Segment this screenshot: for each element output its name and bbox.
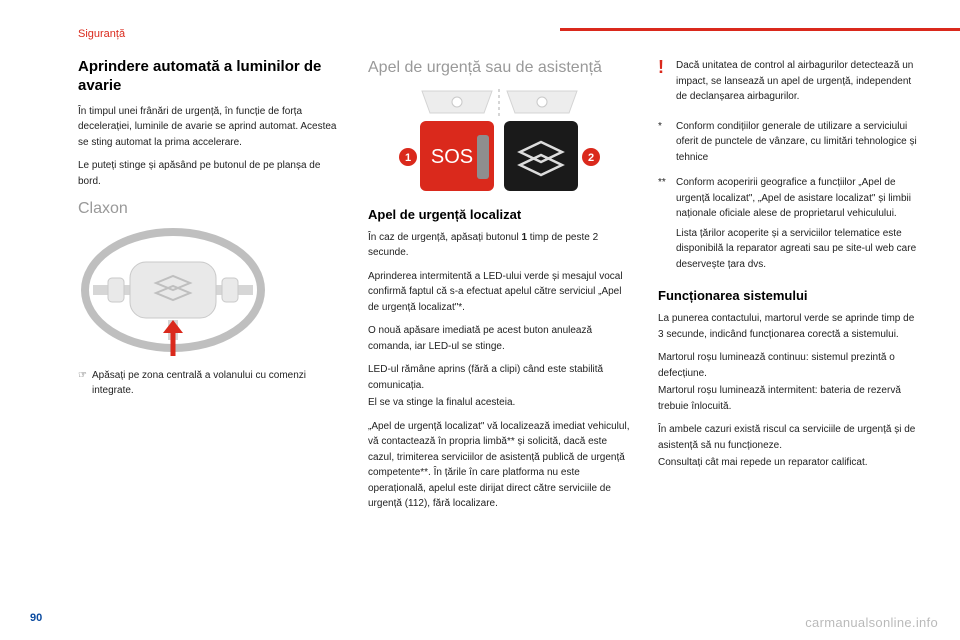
- col1-title-hazard: Aprindere automată a luminilor de avarie: [78, 58, 340, 96]
- warning-icon: !: [658, 58, 676, 105]
- watermark: carmanualsonline.info: [805, 615, 938, 630]
- col3-para-4: În ambele cazuri există riscul ca servic…: [658, 422, 920, 453]
- col1-bullet: ☞ Apăsați pe zona centrală a volanului c…: [78, 368, 340, 399]
- badge-1: 1: [404, 152, 410, 164]
- col1-para-1: În timpul unei frânări de urgență, în fu…: [78, 104, 340, 151]
- col2-para-2: Aprinderea intermitentă a LED-ului verde…: [368, 269, 630, 316]
- steering-wheel-illustration: [78, 228, 268, 358]
- sos-panel-illustration: SOS 1 2: [372, 87, 627, 197]
- column-3: ! Dacă unitatea de control al airbaguril…: [658, 58, 920, 520]
- col1-bullet-text: Apăsați pe zona centrală a volanului cu …: [92, 368, 340, 399]
- col3-para-5: Consultați cât mai repede un reparator c…: [658, 455, 920, 471]
- col2-para-5: El se va stinge la finalul acesteia.: [368, 395, 630, 411]
- footnote-2-sym: **: [658, 175, 676, 222]
- col3-title-system: Funcționarea sistemului: [658, 288, 920, 303]
- col3-para-3: Martorul roșu luminează intermitent: bat…: [658, 383, 920, 414]
- top-accent-bar: [560, 28, 960, 31]
- col2-p1-a: În caz de urgență, apăsați butonul: [368, 232, 521, 243]
- column-2: Apel de urgență sau de asistență SOS: [368, 58, 630, 520]
- col1-title-claxon: Claxon: [78, 199, 340, 220]
- pointer-icon: ☞: [78, 368, 92, 399]
- sos-label: SOS: [430, 146, 472, 168]
- footnote-1-sym: *: [658, 119, 676, 166]
- footnote-2-text2: Lista țărilor acoperite și a serviciilor…: [658, 226, 920, 273]
- col2-para-1: În caz de urgență, apăsați butonul 1 tim…: [368, 230, 630, 261]
- col2-title-emergency: Apel de urgență sau de asistență: [368, 58, 630, 79]
- badge-2: 2: [587, 152, 593, 164]
- col2-para-4: LED-ul rămâne aprins (fără a clipi) când…: [368, 362, 630, 393]
- airbag-warning-text: Dacă unitatea de control al airbagurilor…: [676, 58, 920, 105]
- col2-subtitle-localized: Apel de urgență localizat: [368, 207, 630, 222]
- col2-para-3: O nouă apăsare imediată pe acest buton a…: [368, 323, 630, 354]
- col3-para-1: La punerea contactului, martorul verde s…: [658, 311, 920, 342]
- col2-para-6: „Apel de urgență localizat" vă localizea…: [368, 419, 630, 512]
- col3-para-2: Martorul roșu luminează continuu: sistem…: [658, 350, 920, 381]
- footnote-2-text: Conform acoperirii geografice a funcțiil…: [676, 175, 920, 222]
- footnote-1-text: Conform condițiilor generale de utilizar…: [676, 119, 920, 166]
- footnote-2: ** Conform acoperirii geografice a funcț…: [658, 175, 920, 222]
- column-1: Aprindere automată a luminilor de avarie…: [78, 58, 340, 520]
- page-number: 90: [30, 612, 42, 624]
- airbag-warning: ! Dacă unitatea de control al airbaguril…: [658, 58, 920, 105]
- col1-para-2: Le puteți stinge și apăsând pe butonul d…: [78, 158, 340, 189]
- footnote-1: * Conform condițiilor generale de utiliz…: [658, 119, 920, 166]
